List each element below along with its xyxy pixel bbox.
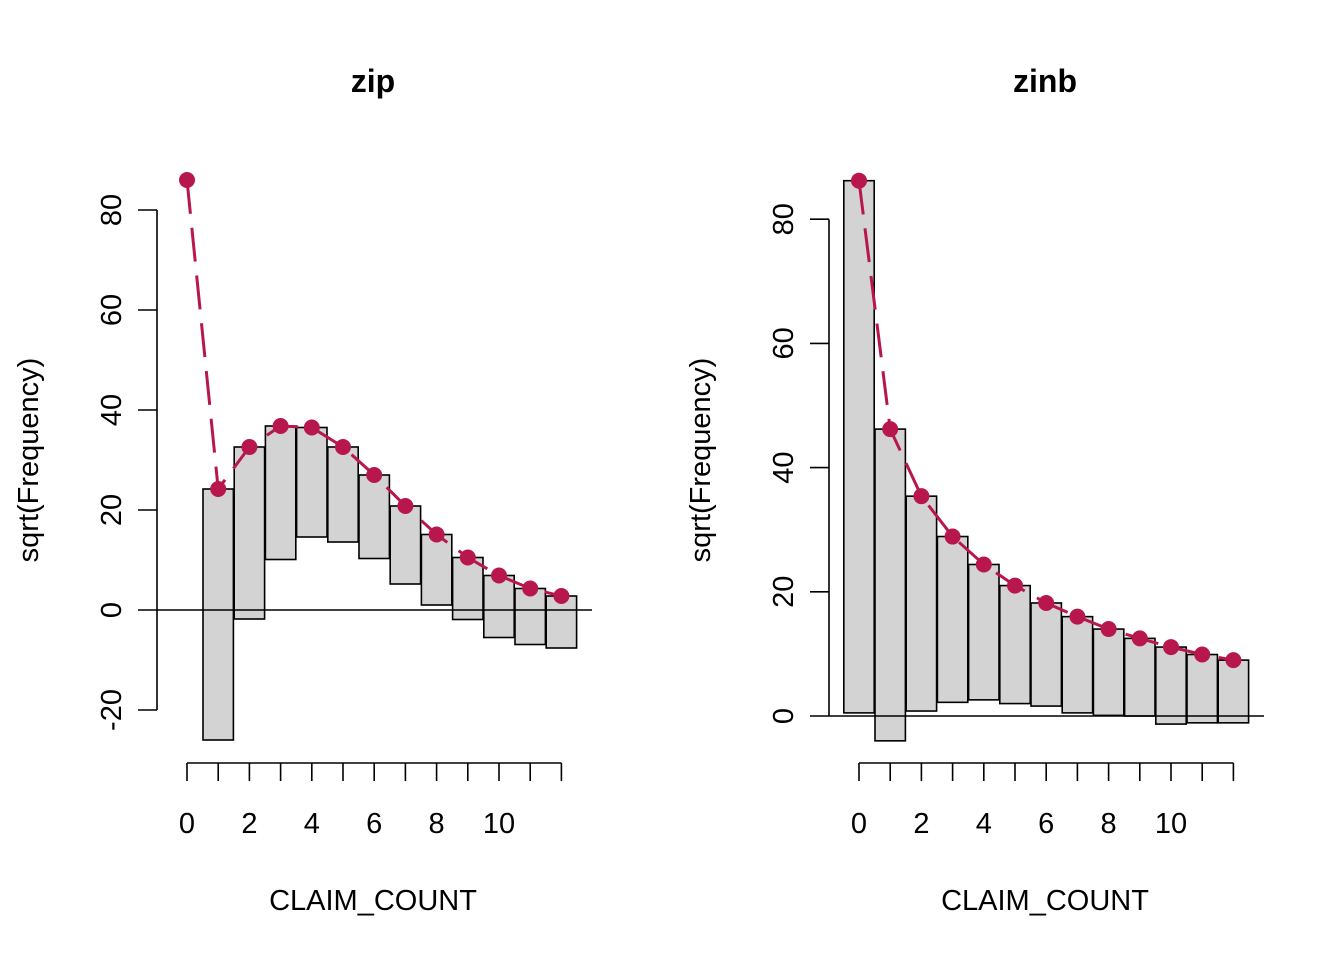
zinb-panel: zinb CLAIM_COUNT sqrt(Frequency) 0204060… (685, 63, 1264, 917)
zip-expected-point (459, 549, 476, 566)
zinb-bar (967, 563, 1000, 701)
zinb-expected-point (913, 488, 930, 505)
zip-x-tick-label: 0 (179, 808, 195, 840)
zip-expected-point (303, 419, 320, 436)
zip-x-tick-label: 8 (429, 808, 445, 840)
zip-bar (514, 587, 547, 646)
zinb-bar (874, 428, 907, 742)
zip-x-tick-label: 6 (366, 808, 382, 840)
zip-bar (233, 446, 266, 620)
zip-y-tick-label: 40 (96, 394, 128, 426)
zip-y-tick-label: -20 (96, 689, 128, 731)
zip-y-tick-label: 0 (96, 602, 128, 618)
zinb-title: zinb (1013, 63, 1077, 99)
zinb-expected-point (882, 421, 899, 438)
zip-expected-point (210, 481, 227, 497)
zinb-bar (1217, 659, 1250, 724)
zinb-bar (936, 535, 969, 704)
zip-expected-point (241, 439, 258, 455)
zip-x-tick-label: 4 (304, 808, 320, 840)
zip-bar (326, 446, 359, 543)
zip-bar (202, 488, 235, 741)
zinb-y-axis-label: sqrt(Frequency) (685, 358, 717, 563)
zinb-bar (905, 495, 938, 712)
zip-expected-point (366, 467, 383, 483)
zinb-expected-point (1163, 639, 1179, 656)
zinb-bar (998, 584, 1031, 705)
zinb-expected-point (1131, 630, 1148, 647)
zip-bar (482, 574, 515, 639)
zip-title: zip (351, 63, 395, 99)
zip-expected-point (179, 172, 195, 188)
zinb-y-tick-label: 20 (768, 576, 800, 608)
zip-expected-point (335, 439, 351, 455)
zinb-y-tick-label: 60 (768, 327, 800, 359)
zip-bar (389, 505, 422, 585)
zip-x-tick-label: 2 (241, 808, 257, 840)
zinb-bar (1061, 615, 1094, 714)
zip-expected-point (522, 580, 539, 597)
zinb-y-tick-label: 80 (768, 203, 800, 235)
zip-bar (545, 595, 578, 649)
zip-y-tick-label: 80 (96, 194, 128, 226)
zinb-bar (1123, 637, 1156, 717)
zip-plot-area: -20 0 20 40 60 80 0 2 4 6 8 10 (96, 172, 592, 840)
zinb-x-axis-label: CLAIM_COUNT (941, 885, 1149, 917)
zinb-expected-point (1100, 621, 1117, 638)
zip-bar (420, 533, 453, 606)
zip-y-tick-label: 20 (96, 494, 128, 526)
zip-bar (295, 426, 328, 538)
zip-panel: zip CLAIM_COUNT sqrt(Frequency) -2002040… (13, 63, 592, 917)
zinb-expected-point (1038, 594, 1055, 611)
zinb-y-tick-label: 40 (768, 451, 800, 483)
zinb-x-tick-label: 4 (976, 808, 992, 840)
zip-expected-point (428, 526, 445, 543)
zip-expected-point (491, 567, 507, 584)
zinb-plot-area: 0 20 40 60 80 0 2 4 6 8 10 (768, 172, 1264, 840)
zinb-x-tick-label: 6 (1038, 808, 1054, 840)
zinb-expected-point (1069, 608, 1086, 625)
zinb-expected-point (851, 172, 867, 189)
zinb-bar (1092, 628, 1125, 717)
zip-y-axis-label: sqrt(Frequency) (13, 358, 45, 563)
zinb-expected-point (1194, 646, 1211, 663)
zip-expected-point (397, 498, 414, 514)
zip-bar (358, 474, 391, 560)
zip-x-tick-label: 10 (483, 808, 515, 840)
zinb-expected-point (1007, 577, 1023, 594)
zip-bar (451, 556, 484, 621)
zinb-x-tick-label: 8 (1101, 808, 1117, 840)
zinb-bar (1030, 602, 1063, 707)
zinb-bar (1186, 653, 1219, 724)
zinb-expected-point (944, 528, 961, 545)
zinb-x-tick-label: 0 (851, 808, 867, 840)
zinb-x-tick-label: 10 (1155, 808, 1187, 840)
zip-expected-point (272, 418, 289, 434)
zinb-bar (1155, 646, 1188, 725)
zip-y-tick-label: 60 (96, 294, 128, 326)
zinb-x-tick-label: 2 (913, 808, 929, 840)
zinb-expected-point (1225, 652, 1242, 669)
zinb-y-tick-label: 0 (768, 708, 800, 724)
zip-x-axis-label: CLAIM_COUNT (269, 885, 477, 917)
zip-expected-point (553, 588, 570, 604)
zip-bar (264, 425, 297, 561)
zinb-expected-point (975, 556, 992, 573)
